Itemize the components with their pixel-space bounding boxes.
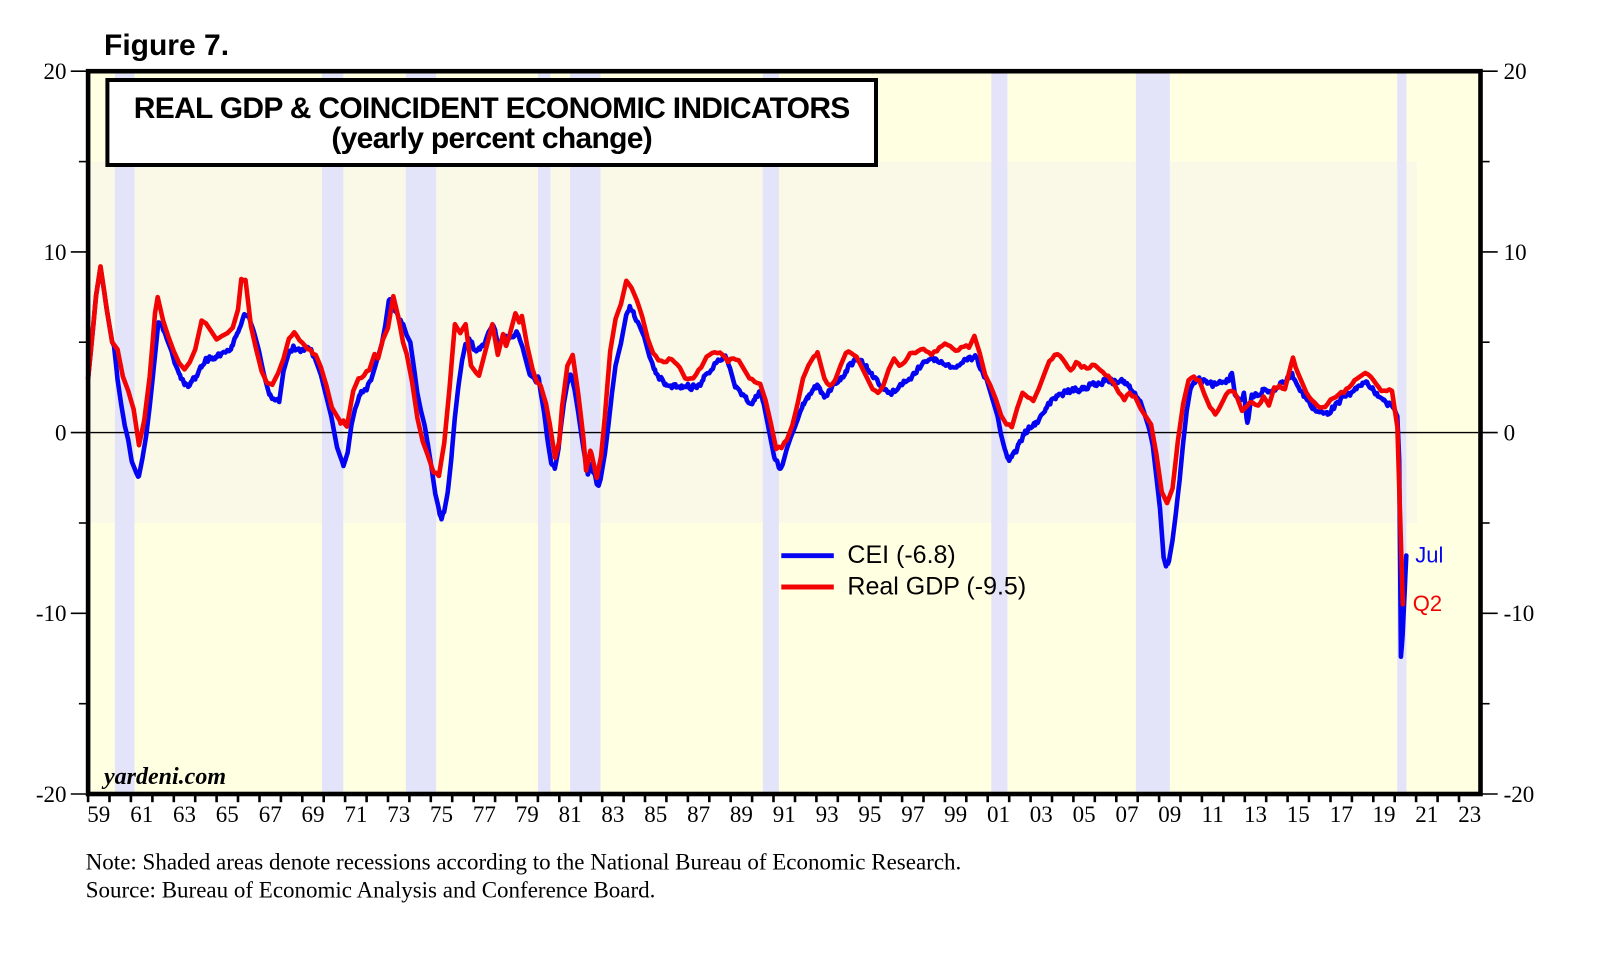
svg-text:Figure 7.: Figure 7.	[104, 29, 229, 62]
svg-text:67: 67	[259, 802, 282, 827]
svg-text:77: 77	[473, 802, 496, 827]
svg-text:20: 20	[44, 59, 67, 84]
svg-text:81: 81	[559, 802, 582, 827]
svg-text:Real GDP (-9.5): Real GDP (-9.5)	[847, 572, 1026, 600]
svg-text:13: 13	[1244, 802, 1267, 827]
svg-text:11: 11	[1202, 802, 1224, 827]
svg-text:73: 73	[387, 802, 410, 827]
svg-text:01: 01	[987, 802, 1010, 827]
svg-text:Jul: Jul	[1415, 543, 1443, 568]
svg-text:-10: -10	[1504, 601, 1535, 626]
svg-text:89: 89	[730, 802, 753, 827]
svg-text:0: 0	[55, 421, 67, 446]
svg-text:95: 95	[858, 802, 881, 827]
svg-text:Note: Shaded areas denote rece: Note: Shaded areas denote recessions acc…	[86, 850, 962, 875]
svg-text:-10: -10	[36, 601, 67, 626]
svg-text:21: 21	[1415, 802, 1438, 827]
svg-text:63: 63	[173, 802, 196, 827]
svg-text:97: 97	[901, 802, 924, 827]
svg-text:09: 09	[1158, 802, 1181, 827]
svg-text:65: 65	[216, 802, 239, 827]
svg-text:03: 03	[1030, 802, 1053, 827]
svg-text:17: 17	[1330, 802, 1353, 827]
svg-text:75: 75	[430, 802, 453, 827]
svg-text:69: 69	[302, 802, 325, 827]
svg-text:-20: -20	[1504, 782, 1535, 807]
svg-text:93: 93	[816, 802, 839, 827]
svg-text:71: 71	[344, 802, 367, 827]
svg-text:07: 07	[1116, 802, 1139, 827]
svg-text:79: 79	[516, 802, 539, 827]
svg-text:23: 23	[1458, 802, 1481, 827]
svg-text:Source: Bureau of Economic Ana: Source: Bureau of Economic Analysis and …	[86, 878, 656, 903]
svg-text:yardeni.com: yardeni.com	[101, 764, 226, 790]
svg-text:91: 91	[773, 802, 796, 827]
svg-text:0: 0	[1504, 421, 1516, 446]
svg-text:85: 85	[644, 802, 667, 827]
svg-text:Q2: Q2	[1413, 591, 1442, 616]
svg-text:CEI (-6.8): CEI (-6.8)	[847, 541, 955, 569]
svg-text:(yearly percent change): (yearly percent change)	[331, 122, 652, 155]
svg-text:REAL GDP & COINCIDENT ECONOMIC: REAL GDP & COINCIDENT ECONOMIC INDICATOR…	[134, 92, 850, 125]
svg-text:59: 59	[87, 802, 110, 827]
svg-text:05: 05	[1073, 802, 1096, 827]
svg-text:10: 10	[44, 240, 67, 265]
svg-text:61: 61	[130, 802, 153, 827]
svg-text:99: 99	[944, 802, 967, 827]
svg-text:10: 10	[1504, 240, 1527, 265]
svg-text:19: 19	[1373, 802, 1396, 827]
svg-text:87: 87	[687, 802, 710, 827]
svg-text:15: 15	[1287, 802, 1310, 827]
svg-text:20: 20	[1504, 59, 1527, 84]
svg-text:-20: -20	[36, 782, 67, 807]
svg-text:83: 83	[601, 802, 624, 827]
